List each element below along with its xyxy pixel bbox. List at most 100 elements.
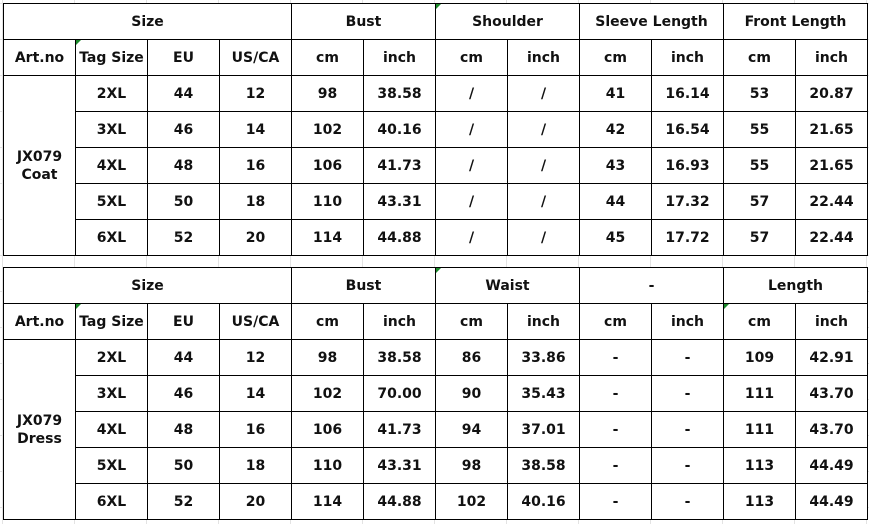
value-cell: 102 xyxy=(291,375,364,412)
column-header: Art.no xyxy=(3,303,76,340)
value-cell: 52 xyxy=(147,219,220,256)
group-header-row: Size Bust Shoulder Sleeve Length Front Lengt… xyxy=(3,3,868,40)
value-cell: - xyxy=(579,447,652,484)
tag-size-cell: 4XL xyxy=(75,147,148,184)
value-cell: 33.86 xyxy=(507,339,580,376)
table-row: 6XL 52 20 114 44.88//45 17.72 57 22.44 xyxy=(4,219,868,256)
value-cell: 17.72 xyxy=(651,219,724,256)
table-row: 3XL 46 14 102 40.16//42 16.54 55 21.65 xyxy=(4,111,868,148)
value-cell: / xyxy=(507,183,580,220)
value-cell: - xyxy=(651,375,724,412)
column-header: cm xyxy=(291,303,364,340)
tag-size-cell: 6XL xyxy=(75,483,148,520)
value-cell: 111 xyxy=(723,411,796,448)
dress-size-table: Size Bust Waist - Length Art.no Tag Size EU US/C… xyxy=(3,267,868,520)
column-header: cm xyxy=(435,39,508,76)
tag-size-cell: 2XL xyxy=(75,339,148,376)
value-cell: 48 xyxy=(147,411,220,448)
value-cell: 16.93 xyxy=(651,147,724,184)
table-row: 5XL 50 18 110 43.31//44 17.32 57 22.44 xyxy=(4,183,868,220)
column-header: EU xyxy=(147,39,220,76)
value-cell: 52 xyxy=(147,483,220,520)
column-header: cm xyxy=(579,303,652,340)
value-cell: / xyxy=(507,75,580,112)
column-header: inch xyxy=(507,39,580,76)
value-cell: 35.43 xyxy=(507,375,580,412)
value-cell: - xyxy=(651,339,724,376)
value-cell: 16 xyxy=(219,147,292,184)
value-cell: 94 xyxy=(435,411,508,448)
table-row: 4XL 48 16 106 41.73 94 37.01- -111 43.70 xyxy=(4,411,868,448)
value-cell: 38.58 xyxy=(507,447,580,484)
value-cell: 106 xyxy=(291,411,364,448)
table-row: 3XL 46 14 102 70.00 90 35.43- -111 43.70 xyxy=(4,375,868,412)
value-cell: 41 xyxy=(579,75,652,112)
value-cell: 37.01 xyxy=(507,411,580,448)
value-cell: 42.91 xyxy=(795,339,868,376)
value-cell: / xyxy=(435,219,508,256)
value-cell: 102 xyxy=(435,483,508,520)
value-cell: 17.32 xyxy=(651,183,724,220)
group-header-row: Size Bust Waist - Length xyxy=(3,267,868,304)
column-header: inch xyxy=(507,303,580,340)
value-cell: / xyxy=(435,111,508,148)
value-cell: 98 xyxy=(291,75,364,112)
group-header: Size xyxy=(3,3,292,40)
value-cell: 20 xyxy=(219,483,292,520)
column-header: cm xyxy=(723,303,796,340)
value-cell: 45 xyxy=(579,219,652,256)
column-header: EU xyxy=(147,303,220,340)
value-cell: 44 xyxy=(147,75,220,112)
value-cell: 86 xyxy=(435,339,508,376)
value-cell: - xyxy=(579,411,652,448)
value-cell: - xyxy=(651,447,724,484)
value-cell: 43 xyxy=(579,147,652,184)
column-header: inch xyxy=(795,303,868,340)
value-cell: 114 xyxy=(291,483,364,520)
column-header: cm xyxy=(291,39,364,76)
column-header: cm xyxy=(435,303,508,340)
value-cell: 111 xyxy=(723,375,796,412)
value-cell: 38.58 xyxy=(363,339,436,376)
art-no-cell: JX079 Coat xyxy=(3,75,76,256)
value-cell: / xyxy=(507,147,580,184)
value-cell: 42 xyxy=(579,111,652,148)
value-cell: 16.54 xyxy=(651,111,724,148)
value-cell: 46 xyxy=(147,111,220,148)
column-header: inch xyxy=(651,39,724,76)
group-header: Shoulder xyxy=(435,3,580,40)
value-cell: 43.31 xyxy=(363,183,436,220)
value-cell: 98 xyxy=(291,339,364,376)
value-cell: 90 xyxy=(435,375,508,412)
column-header: Tag Size xyxy=(75,39,148,76)
value-cell: 18 xyxy=(219,447,292,484)
table-row: JX079 Dress 2XL 44 12 98 38.58 86 33.86- -109 42.… xyxy=(3,339,868,520)
value-cell: 57 xyxy=(723,183,796,220)
value-cell: 18 xyxy=(219,183,292,220)
value-cell: 41.73 xyxy=(363,411,436,448)
value-cell: 55 xyxy=(723,147,796,184)
coat-size-table: Size Bust Shoulder Sleeve Length Front Lengt… xyxy=(3,3,868,256)
value-cell: 22.44 xyxy=(795,219,868,256)
column-header: inch xyxy=(795,39,868,76)
value-cell: 38.58 xyxy=(363,75,436,112)
value-cell: 46 xyxy=(147,375,220,412)
value-cell: - xyxy=(579,483,652,520)
value-cell: - xyxy=(651,411,724,448)
value-cell: 44 xyxy=(579,183,652,220)
value-cell: / xyxy=(435,147,508,184)
tag-size-cell: 6XL xyxy=(75,219,148,256)
value-cell: 14 xyxy=(219,375,292,412)
value-cell: - xyxy=(579,339,652,376)
value-cell: 113 xyxy=(723,483,796,520)
value-cell: 40.16 xyxy=(363,111,436,148)
column-header: Art.no xyxy=(3,39,76,76)
table-row: 5XL 50 18 110 43.31 98 38.58- -113 44.49 xyxy=(4,447,868,484)
value-cell: 44.88 xyxy=(363,219,436,256)
value-cell: 40.16 xyxy=(507,483,580,520)
value-cell: / xyxy=(507,219,580,256)
value-cell: - xyxy=(579,375,652,412)
group-header: Front Length xyxy=(723,3,868,40)
value-cell: 22.44 xyxy=(795,183,868,220)
value-cell: 20.87 xyxy=(795,75,868,112)
